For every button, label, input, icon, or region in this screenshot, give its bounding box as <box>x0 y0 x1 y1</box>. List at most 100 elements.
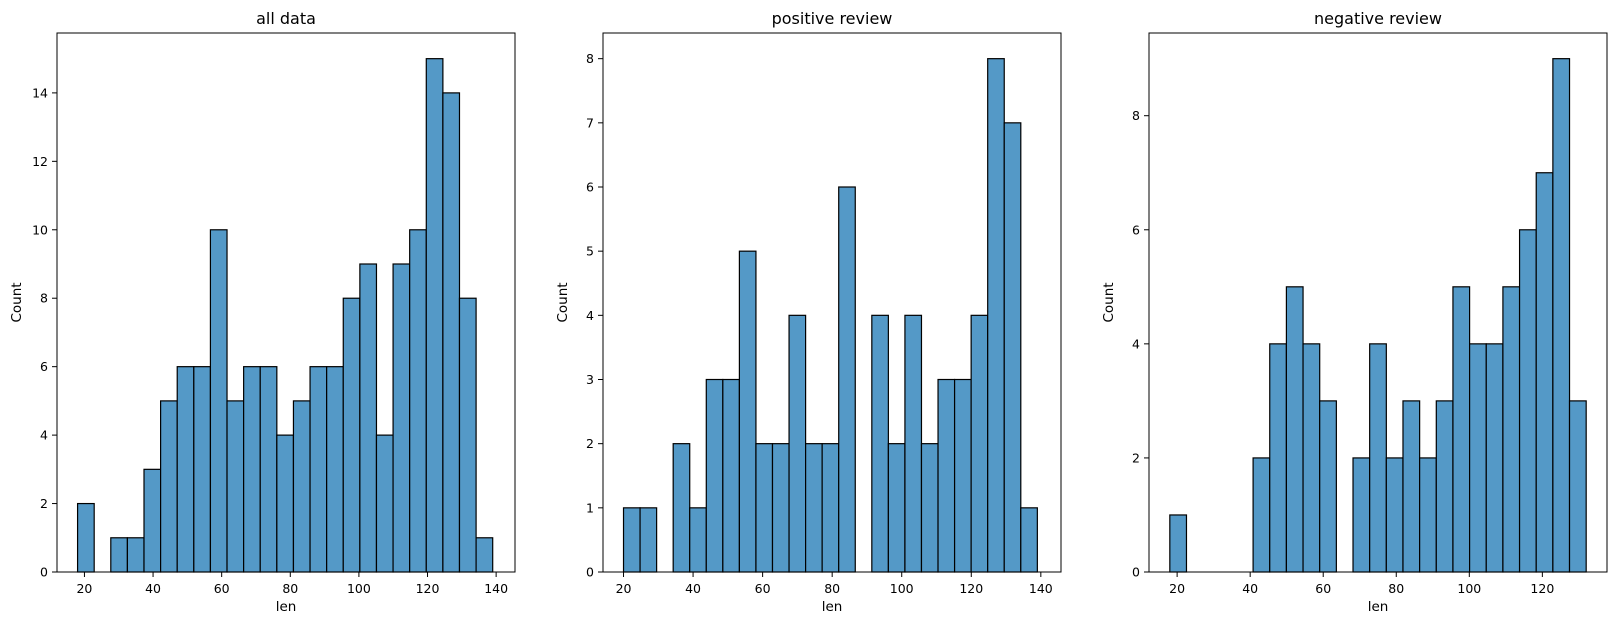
x-tick-label: 140 <box>484 581 508 596</box>
x-tick-label: 100 <box>347 581 371 596</box>
histogram-bar <box>160 400 178 573</box>
y-tick-label: 6 <box>1132 222 1140 237</box>
x-tick-label: 20 <box>1169 581 1185 596</box>
y-tick-label: 0 <box>40 565 48 580</box>
histogram-bar <box>904 314 923 573</box>
y-tick-label: 7 <box>586 115 594 130</box>
x-axis-label: len <box>822 599 843 615</box>
histogram-bar <box>1402 400 1421 573</box>
x-tick-label: 80 <box>1388 581 1404 596</box>
histogram-bar <box>738 250 757 573</box>
x-tick-label: 80 <box>824 581 840 596</box>
histogram-bar <box>1252 457 1271 573</box>
histogram-bar <box>1552 58 1571 573</box>
y-tick-label: 14 <box>32 85 48 100</box>
x-tick-label: 60 <box>1315 581 1331 596</box>
x-tick-label: 60 <box>214 581 230 596</box>
histogram-bar <box>409 229 427 573</box>
histogram-bar <box>887 443 906 573</box>
histogram-bar <box>309 366 328 573</box>
y-tick-label: 2 <box>40 496 48 511</box>
histogram-bar <box>1435 400 1454 573</box>
histogram-bar <box>193 366 212 573</box>
x-tick-label: 40 <box>145 581 161 596</box>
histogram-bar <box>705 378 724 573</box>
y-tick-label: 2 <box>586 436 594 451</box>
histogram-bar <box>176 366 195 573</box>
histogram-bar <box>1485 343 1504 573</box>
y-tick-label: 6 <box>586 180 594 195</box>
axes-frame <box>56 32 516 573</box>
y-tick-label: 4 <box>586 308 594 323</box>
y-tick-label: 1 <box>586 500 594 515</box>
histogram-bar <box>1003 122 1022 573</box>
histogram-bar <box>1385 457 1404 573</box>
y-tick-label: 10 <box>32 222 48 237</box>
histogram-bar <box>970 314 989 573</box>
y-axis-label: Count <box>1101 282 1117 322</box>
histogram-bar <box>475 537 494 573</box>
histogram-bar <box>1319 400 1337 573</box>
x-tick-label: 120 <box>959 581 983 596</box>
y-axis-label: Count <box>9 282 25 322</box>
x-tick-label: 140 <box>1029 581 1053 596</box>
histogram-bar <box>953 378 972 573</box>
histogram-bar <box>375 434 394 573</box>
y-tick-label: 8 <box>586 51 594 66</box>
histogram-bar <box>788 314 807 573</box>
histogram-bar <box>672 443 691 573</box>
histogram-bar <box>771 443 790 573</box>
x-tick-label: 40 <box>685 581 701 596</box>
histogram-bar <box>937 378 956 573</box>
histogram-bar <box>1352 457 1371 573</box>
x-tick-label: 120 <box>1530 581 1554 596</box>
y-tick-label: 0 <box>1132 565 1140 580</box>
y-tick-label: 8 <box>40 291 48 306</box>
histogram-bar <box>143 468 162 573</box>
histogram-bar <box>359 263 378 573</box>
histogram-bar <box>259 366 278 573</box>
x-tick-label: 100 <box>890 581 914 596</box>
histogram-bar <box>805 443 823 573</box>
y-tick-label: 3 <box>586 372 594 387</box>
histogram-bar <box>243 366 261 573</box>
histogram-bar <box>622 507 641 573</box>
histogram-bar <box>292 400 311 573</box>
histogram-bar <box>1419 457 1437 573</box>
y-tick-label: 5 <box>586 244 594 259</box>
histogram-bar <box>755 443 774 573</box>
x-axis-label: len <box>1368 599 1389 615</box>
histogram-bar <box>425 58 444 573</box>
y-axis-label: Count <box>555 282 571 322</box>
histogram-bar <box>1369 343 1387 573</box>
x-axis-label: len <box>276 599 297 615</box>
y-tick-label: 12 <box>32 154 48 169</box>
histogram-bar <box>76 502 95 573</box>
x-tick-label: 80 <box>282 581 298 596</box>
chart-title: positive review <box>772 9 893 28</box>
histogram-bar <box>1468 343 1487 573</box>
x-tick-label: 100 <box>1457 581 1481 596</box>
histogram-bar <box>392 263 411 573</box>
histogram-bar <box>1285 286 1304 573</box>
chart-panel-3: 20 40 60 80 100 120 0 2 4 6 8 negative review len Cou… <box>1101 9 1608 615</box>
histogram-bar <box>1269 343 1288 573</box>
x-tick-label: 20 <box>616 581 632 596</box>
x-tick-label: 60 <box>755 581 771 596</box>
histogram-bar <box>110 537 128 573</box>
histogram-bar <box>276 434 295 573</box>
y-tick-label: 8 <box>1132 108 1140 123</box>
histogram-bar <box>639 507 658 573</box>
histogram-bar <box>920 443 939 573</box>
histogram-bar <box>821 443 840 573</box>
y-tick-label: 4 <box>40 428 48 443</box>
chart-title: negative review <box>1314 9 1442 28</box>
chart-panel-2: 20 40 60 80 100 120 140 0 1 2 3 4 5 6 7 8 positive revie… <box>555 9 1062 615</box>
histogram-bar <box>689 507 707 573</box>
histogram-bar <box>1568 400 1587 573</box>
axes-frame <box>1148 32 1608 573</box>
chart-panel-1: 20 40 60 80 100 120 140 0 2 4 6 8 10 12 14 all data len C… <box>9 9 516 615</box>
histogram-bar <box>226 400 245 573</box>
histogram-bar <box>1535 172 1554 573</box>
histogram-bar <box>1169 514 1188 573</box>
